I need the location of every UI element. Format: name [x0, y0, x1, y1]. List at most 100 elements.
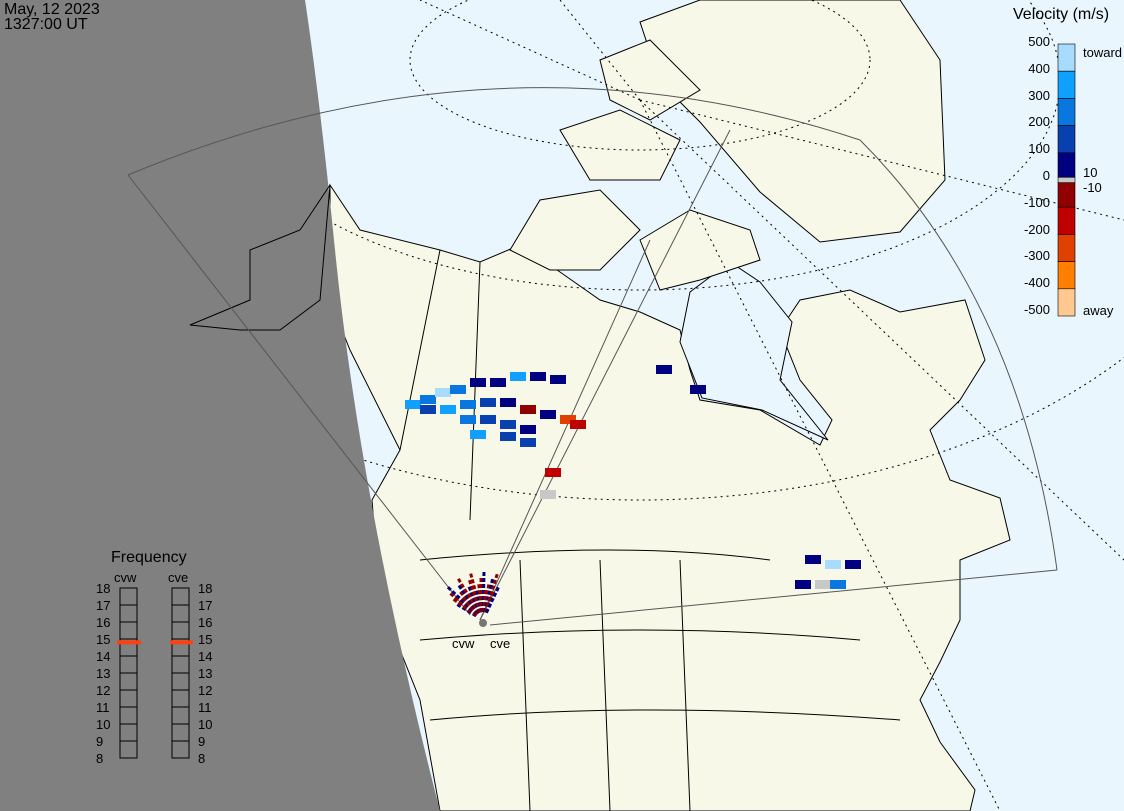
hudson-bay	[679, 261, 829, 441]
frequency-tick: 18	[198, 581, 213, 596]
scatter-cell	[550, 375, 566, 384]
radar-label-cvw: cvw	[114, 570, 137, 585]
colorbar-segment	[1057, 98, 1076, 126]
frequency-tick: 8	[198, 751, 206, 766]
velocity-tick: 500	[1028, 34, 1050, 49]
night-region	[0, 0, 440, 811]
scatter-cell	[480, 415, 496, 424]
frequency-tick: 12	[96, 683, 111, 698]
colorbar-segment	[1057, 261, 1076, 290]
frequency-tick: 17	[96, 598, 111, 613]
scatter-beam	[482, 584, 491, 613]
alaska-outline	[189, 184, 331, 331]
scatter-cell	[510, 372, 526, 381]
scatter-cell	[845, 560, 861, 569]
scatter-cell	[470, 430, 486, 439]
frequency-tick: 13	[198, 666, 213, 681]
frequency-tick: 15	[96, 632, 111, 647]
radar-fov	[127, 87, 1058, 626]
scatter-cell	[805, 555, 821, 564]
colorbar-segment	[1057, 176, 1076, 184]
velocity-tick: -400	[1023, 275, 1050, 291]
scatter-cell	[540, 410, 556, 419]
frequency-bars	[119, 587, 190, 759]
scatter-cell	[520, 438, 536, 447]
scatter-cell	[830, 580, 846, 589]
velocity-tick: -200	[1023, 221, 1050, 237]
scatter-cell	[450, 385, 466, 394]
scatter-cell	[520, 405, 536, 414]
arctic-island	[509, 189, 641, 271]
site-label-cvw: cvw	[452, 636, 475, 651]
frequency-tick: 14	[198, 649, 213, 664]
velocity-tick: 100	[1028, 141, 1050, 157]
frequency-tick: 14	[96, 649, 111, 664]
radar-label-cve: cve	[168, 570, 189, 585]
frequency-tick: 10	[96, 717, 111, 732]
frequency-tick: 9	[198, 734, 206, 749]
toward-label: toward	[1083, 45, 1123, 60]
colorbar-segment	[1057, 70, 1076, 99]
scatter-cell	[435, 388, 451, 397]
colorbar-segment	[1057, 206, 1076, 235]
scatter-cell	[470, 378, 486, 387]
scatter-cell	[480, 398, 496, 407]
velocity-scatter	[405, 365, 861, 618]
frequency-tick: 13	[96, 666, 111, 681]
scatter-beam	[467, 586, 482, 614]
scatter-cell	[795, 580, 811, 589]
scatter-cell	[530, 372, 546, 381]
scatter-cell	[500, 398, 516, 407]
velocity-tick: 300	[1028, 87, 1050, 103]
scatter-beam	[459, 591, 480, 615]
velocity-tick: -100	[1023, 194, 1050, 210]
away-label: away	[1083, 303, 1114, 318]
date-label: May, 12 2023	[4, 1, 100, 18]
velocity-legend-title: Velocity (m/s)	[1013, 6, 1110, 23]
borders	[399, 249, 901, 811]
gs-upper-label: 10	[1083, 165, 1098, 180]
scatter-cell	[540, 490, 556, 499]
velocity-tick: 200	[1028, 114, 1050, 130]
scatter-cell	[570, 420, 586, 429]
site-label-cve: cve	[490, 636, 511, 651]
velocity-tick: -300	[1023, 248, 1050, 264]
frequency-tick: 8	[96, 751, 104, 766]
gs-lower-label: -10	[1083, 180, 1102, 195]
frequency-tick: 9	[96, 734, 104, 749]
radar-site-marker	[479, 619, 487, 627]
scatter-cell	[490, 378, 506, 387]
colorbar-segment	[1057, 43, 1076, 72]
scatter-cell	[520, 425, 536, 434]
scatter-beam	[452, 598, 478, 617]
velocity-tick: 400	[1028, 60, 1050, 76]
colorbar-segment	[1057, 234, 1076, 262]
north-america-land	[329, 183, 1011, 811]
frequency-tick: 18	[96, 581, 111, 596]
scatter-cell	[560, 415, 576, 424]
colorbar-segment	[1057, 182, 1076, 208]
frequency-tick: 11	[96, 700, 110, 715]
velocity-tick: -500	[1023, 302, 1050, 317]
frequency-tick: 15	[198, 632, 213, 647]
scatter-cell	[420, 405, 436, 414]
scatter-cell	[815, 580, 831, 589]
time-label: 1327:00 UT	[4, 16, 88, 33]
scatter-beam	[485, 586, 500, 614]
scatter-cell	[460, 415, 476, 424]
frequency-tick: 12	[198, 683, 213, 698]
frequency-tick: 10	[198, 717, 213, 732]
scatter-cell	[440, 405, 456, 414]
scatter-cell	[405, 400, 421, 409]
frequency-tick: 11	[198, 700, 212, 715]
scatter-cell	[545, 468, 561, 477]
scatter-cell	[690, 385, 706, 394]
velocity-tick: 0	[1042, 168, 1050, 183]
velocity-colorbar	[1057, 43, 1076, 317]
colorbar-segment	[1057, 288, 1076, 317]
arctic-island	[639, 209, 761, 291]
colorbar-segment	[1057, 152, 1076, 178]
frequency-tick: 17	[198, 598, 213, 613]
scatter-cell	[656, 365, 672, 374]
